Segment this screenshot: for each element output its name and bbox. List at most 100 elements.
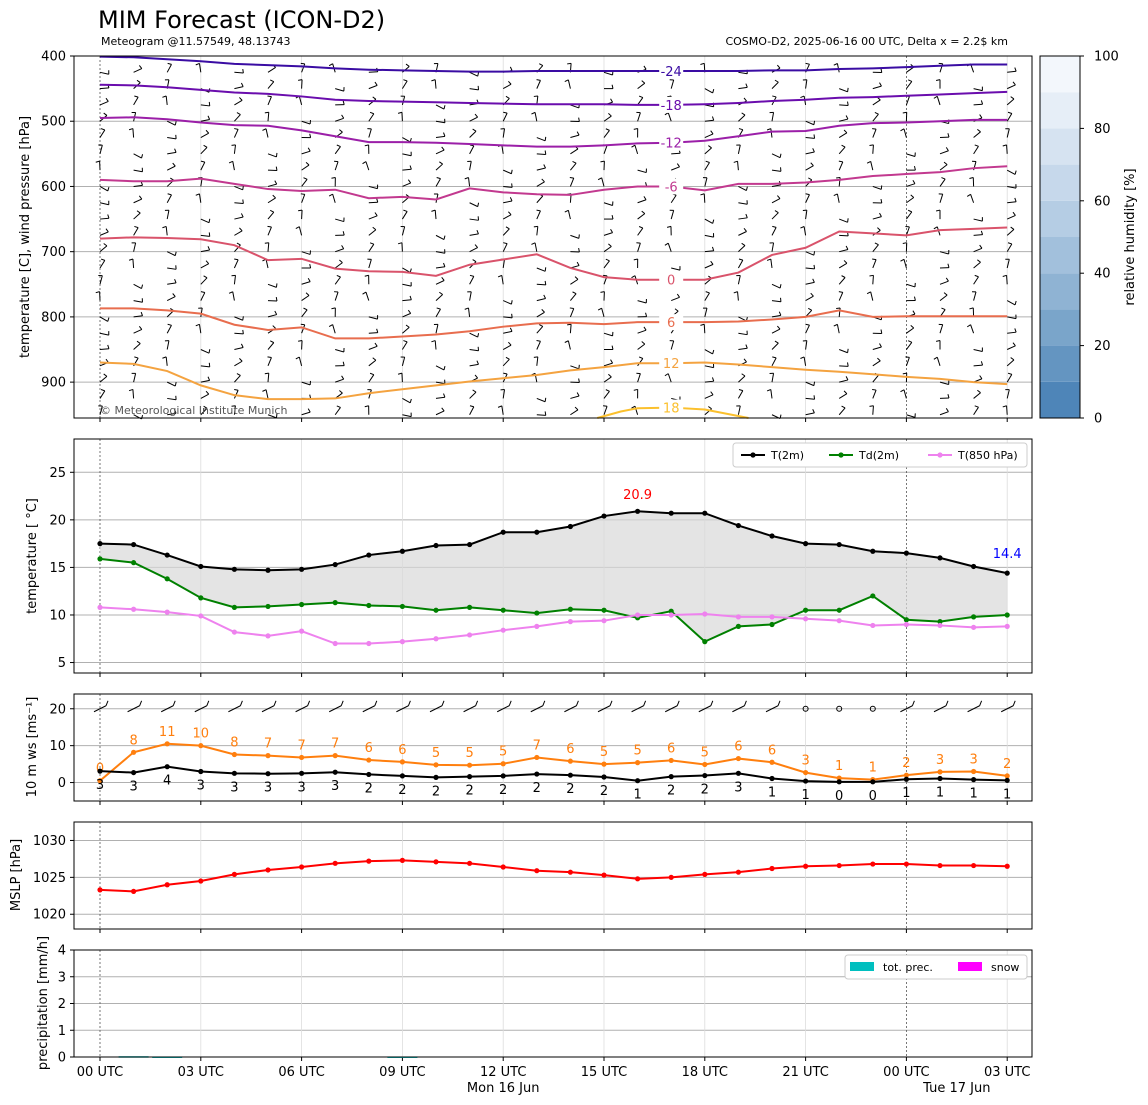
mean-wind-label: 3	[264, 781, 272, 796]
wind-barb-flag	[477, 333, 480, 338]
wind-barb-flag	[295, 356, 300, 360]
gust-label: 3	[969, 752, 977, 767]
wind-barb	[99, 101, 109, 106]
series-point	[971, 563, 977, 570]
wind-barb-flag	[943, 161, 948, 166]
mean-wind-label: 1	[969, 787, 977, 802]
wind-barb-flag	[1012, 700, 1016, 706]
wind-barb-flag	[913, 296, 916, 301]
wind-barb	[335, 248, 344, 253]
wind-barb-flag	[407, 309, 412, 314]
wind-barb-flag	[543, 164, 546, 169]
wind-barb-flag	[474, 374, 479, 379]
wind-barb	[905, 96, 910, 106]
wind-barb	[1006, 275, 1008, 285]
mslp-point	[231, 871, 237, 877]
wind-barb	[704, 234, 714, 238]
wind-barb-flag	[869, 144, 874, 146]
series-point	[668, 608, 674, 614]
wind-barb-flag	[172, 700, 176, 706]
wind-barb	[301, 381, 311, 386]
wind-barb	[569, 324, 572, 334]
wind-barb-flag	[228, 160, 233, 164]
wind-barb-flag	[879, 82, 882, 87]
calm-marker	[836, 705, 843, 712]
mslp-point	[198, 878, 204, 884]
gust-label: 8	[230, 736, 238, 751]
wind-barb	[332, 324, 336, 334]
wind-barb	[267, 96, 272, 106]
wind-barb	[738, 186, 747, 191]
mean-wind-point	[769, 775, 775, 782]
mean-wind-point	[735, 770, 742, 776]
wind-barb-flag	[979, 375, 983, 380]
wind-barb	[200, 147, 208, 155]
wind-barb	[536, 153, 546, 155]
wind-barb-flag	[374, 81, 378, 86]
wind-barb	[402, 326, 410, 334]
wind-barb	[1006, 169, 1016, 175]
wind-barb	[267, 81, 275, 89]
wind-barb-flag	[443, 235, 446, 240]
wind-barb-flag	[912, 310, 916, 315]
wind-barb-flag	[605, 258, 610, 262]
wind-barb-flag	[941, 177, 946, 180]
wind-barb	[737, 161, 739, 171]
series-point	[702, 611, 708, 617]
wind-barb-flag	[600, 160, 605, 163]
mean-wind-label: 1	[936, 785, 944, 800]
wind-barb	[99, 316, 109, 322]
wind-barb-flag	[162, 95, 167, 98]
wind-barb-flag	[979, 700, 983, 706]
wind-barb-flag	[611, 345, 614, 350]
wind-barb-flag	[979, 244, 983, 249]
wind-barb	[132, 389, 135, 399]
wind-barb	[166, 194, 172, 203]
wind-barb-flag	[477, 202, 480, 207]
wind-barb	[265, 259, 269, 269]
isotherm-label: -24	[661, 65, 682, 80]
wind-barb-flag	[608, 113, 612, 117]
wind-barb-flag	[272, 194, 276, 199]
wind-barbs	[95, 62, 1017, 420]
wind-barb	[667, 243, 672, 252]
series-point	[870, 548, 876, 554]
y-tick-label: 900	[41, 376, 66, 391]
wind-barb	[973, 392, 981, 399]
wind-barb-flag	[745, 186, 748, 191]
wind-barb-flag	[1007, 111, 1012, 114]
wind-barb	[704, 218, 713, 224]
wind-barb	[570, 293, 577, 301]
wind-barb-flag	[941, 307, 946, 310]
wind-barb-flag	[969, 176, 974, 179]
wind-barb-flag	[508, 211, 512, 216]
wind-barb-flag	[572, 160, 577, 164]
series-point	[399, 548, 405, 554]
wind-barb	[703, 324, 706, 334]
wind-barb	[469, 349, 479, 352]
y-tick-label: 2	[58, 997, 66, 1012]
wind-barb-flag	[505, 95, 510, 99]
wind-barb	[234, 230, 243, 236]
wind-barb	[1006, 374, 1013, 383]
wind-barb	[234, 360, 243, 367]
series-point	[668, 510, 674, 516]
wind-barb-flag	[880, 329, 883, 334]
wind-barb-flag	[105, 97, 109, 102]
wind-barb	[1006, 113, 1013, 122]
wind-barb	[234, 347, 244, 351]
x-tick-label: 03 UTC	[984, 1065, 1030, 1080]
wind-barb-flag	[205, 390, 210, 395]
wind-barb-flag	[564, 79, 569, 83]
wind-barb	[973, 88, 983, 92]
wind-barb-flag	[745, 344, 748, 349]
wind-barb	[1000, 705, 1014, 713]
series-point	[735, 614, 742, 620]
wind-barb	[435, 308, 441, 318]
wind-barb-flag	[774, 210, 779, 214]
mean-wind-point	[97, 768, 103, 774]
wind-barb-flag	[969, 307, 974, 310]
wind-barb	[704, 177, 708, 187]
wind-barb	[334, 146, 341, 155]
mslp-point	[1004, 863, 1010, 869]
